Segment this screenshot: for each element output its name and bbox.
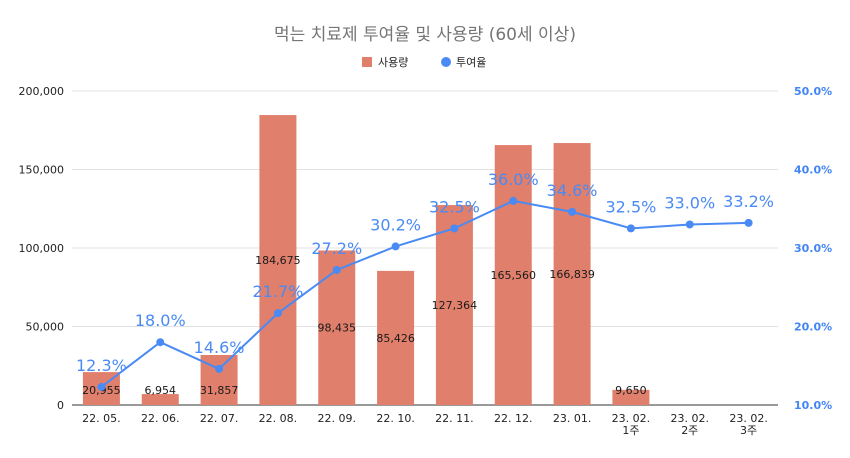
- x-tick-label: 23. 02.: [612, 412, 650, 425]
- x-tick-label: 23. 01.: [553, 412, 591, 425]
- trend-line: [100, 199, 749, 388]
- line-point: [391, 242, 400, 251]
- bar: [318, 250, 356, 405]
- line-point: [97, 382, 106, 391]
- bar-value-label: 85,426: [376, 332, 415, 345]
- x-tick-label: 22. 06.: [141, 412, 179, 425]
- y-right-tick-label: 50.0%: [794, 85, 832, 98]
- x-axis: 22. 05. 22. 06. 22. 07. 22. 08. 22. 09. 22. 1…: [82, 412, 768, 437]
- bar-value-label: 127,364: [432, 299, 478, 312]
- y-left-tick-label: 50,000: [26, 321, 65, 334]
- line-value-label: 33.0%: [664, 193, 715, 212]
- bar-value-label: 6,954: [145, 384, 177, 397]
- x-tick-label: 22. 07.: [200, 412, 238, 425]
- line-point: [744, 218, 753, 227]
- bar-value-label: 166,839: [549, 268, 595, 281]
- x-tick-label: 22. 09.: [318, 412, 356, 425]
- bar: [435, 205, 473, 405]
- x-tick-label: 3주: [740, 424, 757, 437]
- x-tick-label: 22. 08.: [259, 412, 297, 425]
- chart-title: 먹는 치료제 투여율 및 사용량 (60세 이상): [274, 25, 576, 45]
- line-point: [626, 224, 635, 233]
- line-point: [685, 220, 694, 229]
- y-left-tick-label: 150,000: [19, 164, 65, 177]
- y-right-tick-label: 40.0%: [794, 164, 832, 177]
- line-value-label: 33.2%: [723, 192, 774, 211]
- line-point: [215, 364, 224, 373]
- line-value-label: 27.2%: [311, 239, 362, 258]
- bar-value-label: 184,675: [255, 254, 301, 267]
- line-point: [273, 309, 282, 318]
- line-value-label: 21.7%: [253, 282, 304, 301]
- line-point: [450, 224, 459, 233]
- y-left-tick-label: 200,000: [19, 85, 65, 98]
- line-value-label: 36.0%: [488, 170, 539, 189]
- y-axis-right: 10.0% 20.0% 30.0% 40.0% 50.0%: [794, 85, 832, 412]
- bar: [377, 270, 415, 405]
- line-labels: 12.3% 18.0% 14.6% 21.7% 27.2% 30.2% 32.5% 36.0%…: [76, 170, 774, 375]
- bar: [494, 145, 532, 405]
- bar-value-label: 98,435: [318, 322, 357, 335]
- bar: [553, 143, 591, 405]
- line-value-label: 12.3%: [76, 356, 127, 375]
- y-left-tick-label: 100,000: [19, 242, 65, 255]
- bar-value-label: 165,560: [491, 269, 537, 282]
- bar: [259, 115, 297, 406]
- line-point: [332, 265, 341, 274]
- y-right-tick-label: 10.0%: [794, 399, 832, 412]
- y-right-tick-label: 30.0%: [794, 242, 832, 255]
- line-point: [568, 207, 577, 216]
- bar-labels: 20,9556,95431,857184,67598,43585,426127,…: [82, 254, 647, 397]
- line-value-label: 30.2%: [370, 215, 421, 234]
- x-tick-label: 22. 10.: [376, 412, 414, 425]
- gridlines: [72, 90, 778, 406]
- x-tick-label: 22. 11.: [435, 412, 473, 425]
- legend-swatch-line: [441, 57, 451, 67]
- legend-swatch-bar: [362, 57, 372, 67]
- bar-value-label: 9,650: [615, 384, 647, 397]
- y-right-tick-label: 20.0%: [794, 321, 832, 334]
- x-tick-label: 1주: [622, 424, 639, 437]
- y-left-tick-label: 0: [57, 399, 64, 412]
- line-value-label: 32.5%: [606, 197, 657, 216]
- x-tick-label: 23. 02.: [729, 412, 767, 425]
- legend: 사용량 투여율: [362, 56, 486, 69]
- bar: [141, 394, 179, 405]
- line-value-label: 34.6%: [547, 181, 598, 200]
- line-point: [156, 338, 165, 347]
- x-tick-label: 22. 05.: [82, 412, 120, 425]
- line-value-label: 32.5%: [429, 197, 480, 216]
- x-tick-label: 23. 02.: [671, 412, 709, 425]
- bar-series: [82, 115, 650, 406]
- line-series: [97, 196, 753, 391]
- line-value-label: 14.6%: [194, 338, 245, 357]
- legend-label-bar: 사용량: [378, 56, 408, 69]
- legend-label-line: 투여율: [456, 56, 486, 69]
- line-value-label: 18.0%: [135, 311, 186, 330]
- x-tick-label: 22. 12.: [494, 412, 532, 425]
- bar-value-label: 31,857: [200, 384, 239, 397]
- y-axis-left: 0 50,000 100,000 150,000 200,000: [19, 85, 65, 412]
- bar: [612, 389, 650, 405]
- line-point: [509, 196, 518, 205]
- x-tick-label: 2주: [681, 424, 698, 437]
